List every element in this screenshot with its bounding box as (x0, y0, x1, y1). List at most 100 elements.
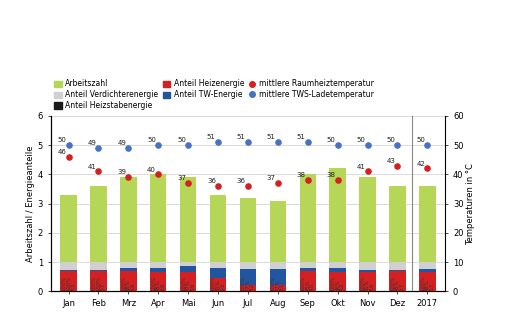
Text: 100%: 100% (91, 276, 96, 291)
Bar (90, 270, 107, 271)
Text: 77%: 77% (245, 279, 250, 291)
Bar (359, 270, 375, 272)
Bar (120, 262, 136, 291)
Bar (299, 271, 315, 291)
Bar (239, 269, 256, 285)
Point (392, 163, 400, 168)
Bar (120, 268, 136, 271)
Text: 50: 50 (57, 137, 66, 143)
Point (154, 172, 162, 177)
Text: 50: 50 (356, 137, 365, 143)
Text: 100%: 100% (181, 276, 186, 291)
Text: 49: 49 (87, 140, 96, 146)
Bar (418, 262, 435, 291)
Bar (90, 262, 107, 291)
Bar (120, 177, 136, 291)
Text: 100%: 100% (389, 276, 394, 291)
Bar (180, 262, 196, 291)
Point (124, 175, 132, 180)
Point (303, 177, 311, 183)
Text: 95%: 95% (394, 279, 399, 291)
Point (243, 140, 251, 145)
Text: 100%: 100% (240, 276, 245, 291)
Text: 3.9: 3.9 (160, 283, 165, 291)
Y-axis label: Temperaturen in °C: Temperaturen in °C (466, 163, 474, 245)
Text: 3.7: 3.7 (429, 283, 434, 291)
Text: 42: 42 (416, 161, 424, 167)
Point (184, 142, 192, 148)
Point (154, 142, 162, 148)
Bar (299, 262, 315, 291)
Text: 39: 39 (117, 169, 126, 175)
Point (243, 183, 251, 189)
Text: 100%: 100% (330, 276, 335, 291)
Text: 100%: 100% (300, 276, 305, 291)
Text: 4.0: 4.0 (309, 283, 314, 291)
Bar (90, 271, 107, 291)
Point (124, 145, 132, 151)
Bar (149, 268, 166, 272)
Text: 100%: 100% (61, 276, 66, 291)
Bar (359, 272, 375, 291)
Text: 37: 37 (266, 175, 275, 181)
Bar (239, 262, 256, 291)
Text: 50: 50 (177, 137, 185, 143)
Bar (418, 269, 435, 272)
Text: 77%: 77% (185, 279, 190, 291)
Text: 100%: 100% (151, 276, 156, 291)
Point (64, 142, 72, 148)
Text: 3.7: 3.7 (100, 283, 106, 291)
Text: 3.3: 3.3 (71, 283, 76, 291)
Bar (149, 174, 166, 291)
Text: 100%: 100% (270, 276, 275, 291)
Text: 40: 40 (147, 166, 156, 172)
Point (214, 183, 222, 189)
Text: 51: 51 (236, 134, 245, 140)
Text: 100%: 100% (211, 276, 216, 291)
Point (94, 169, 103, 174)
Text: 100%: 100% (96, 276, 100, 291)
Text: 38: 38 (296, 172, 305, 178)
Bar (388, 262, 405, 291)
Point (214, 140, 222, 145)
Text: 3.9: 3.9 (369, 283, 374, 291)
Bar (60, 271, 77, 291)
Text: 3.7: 3.7 (399, 283, 404, 291)
Bar (269, 262, 285, 291)
Bar (210, 195, 226, 291)
Legend: Arbeitszahl, Anteil Verdichterenergie, Anteil Heizstabenergie, Anteil Heizenergi: Arbeitszahl, Anteil Verdichterenergie, A… (55, 79, 373, 110)
Point (273, 140, 281, 145)
Bar (329, 262, 345, 291)
Text: 49: 49 (117, 140, 126, 146)
Text: 3.2: 3.2 (249, 283, 255, 291)
Text: 46: 46 (57, 149, 66, 155)
Bar (359, 262, 375, 291)
Bar (239, 285, 256, 291)
Point (423, 142, 431, 148)
Text: 38: 38 (326, 172, 335, 178)
Bar (269, 285, 285, 291)
Bar (120, 271, 136, 291)
Text: 81%: 81% (215, 279, 220, 291)
Point (64, 154, 72, 160)
Text: 86%: 86% (334, 279, 339, 291)
Bar (60, 270, 77, 271)
Text: 100%: 100% (419, 276, 424, 291)
Text: 36: 36 (236, 178, 245, 184)
Text: 41: 41 (356, 164, 365, 169)
Point (273, 180, 281, 186)
Bar (149, 272, 166, 291)
Bar (180, 272, 196, 291)
Text: 36: 36 (207, 178, 216, 184)
Bar (149, 262, 166, 291)
Text: 91%: 91% (364, 279, 369, 291)
Point (184, 180, 192, 186)
Y-axis label: Arbeitszahl / Energieanteile: Arbeitszahl / Energieanteile (26, 145, 35, 262)
Text: 100%: 100% (66, 276, 71, 291)
Bar (60, 195, 77, 291)
Bar (329, 168, 345, 291)
Point (363, 142, 371, 148)
Text: 88%: 88% (126, 279, 131, 291)
Bar (299, 268, 315, 271)
Point (333, 142, 341, 148)
